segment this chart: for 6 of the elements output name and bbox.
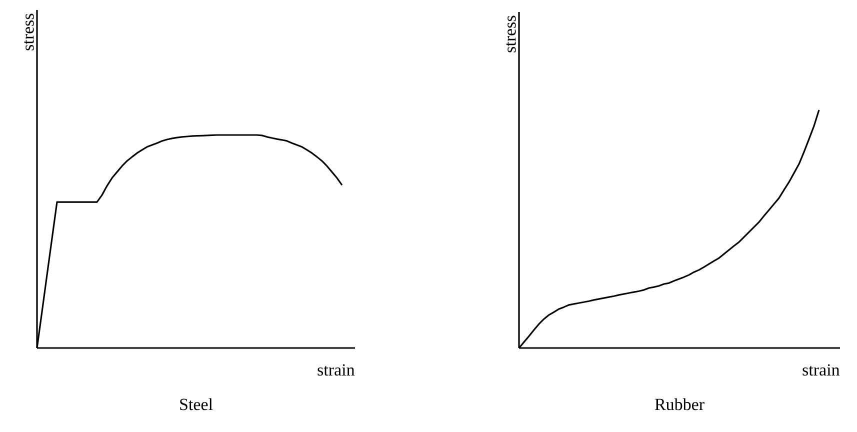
text: Rubber	[654, 398, 704, 410]
x-axis-title: strain	[318, 364, 355, 376]
x-axis-title: strain	[802, 364, 840, 376]
y-axis-title: stress	[506, 16, 516, 52]
text: Steel	[180, 398, 213, 410]
y-axis-title: stress	[24, 14, 34, 50]
